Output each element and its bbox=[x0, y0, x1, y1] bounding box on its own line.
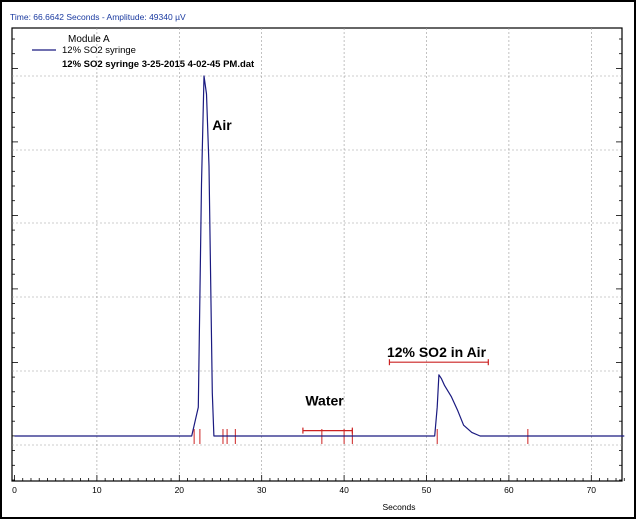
legend-series-label: 12% SO2 syringe bbox=[62, 45, 136, 56]
series-line-0 bbox=[14, 75, 625, 437]
x-tick-label: 40 bbox=[339, 485, 349, 495]
annotation-2: 12% SO2 in Air bbox=[387, 344, 487, 360]
status-readout: Time: 66.6642 Seconds - Amplitude: 49340… bbox=[10, 12, 186, 22]
x-tick-label: 60 bbox=[504, 485, 514, 495]
plot-area[interactable] bbox=[11, 27, 623, 482]
x-tick-label: 10 bbox=[92, 485, 102, 495]
series-group bbox=[14, 75, 625, 437]
legend: Module A 12% SO2 syringe 12% SO2 syringe… bbox=[32, 34, 255, 70]
y-axis-ticks bbox=[12, 38, 622, 481]
x-tick-label: 50 bbox=[422, 485, 432, 495]
annotation-1: Water bbox=[305, 392, 344, 408]
x-axis: 0 10 20 30 40 50 60 70 bbox=[12, 475, 625, 495]
x-tick-label: 20 bbox=[175, 485, 185, 495]
integration-ranges bbox=[302, 359, 489, 434]
annotations: Air Water 12% SO2 in Air bbox=[212, 117, 486, 408]
x-tick-label: 30 bbox=[257, 485, 267, 495]
x-axis-label: Seconds bbox=[382, 502, 415, 512]
legend-module: Module A bbox=[68, 34, 110, 45]
legend-file-label: 12% SO2 syringe 3-25-2015 4-02-45 PM.dat bbox=[62, 59, 255, 70]
annotation-0: Air bbox=[212, 117, 232, 133]
x-tick-label: 0 bbox=[12, 485, 17, 495]
x-tick-label: 70 bbox=[587, 485, 597, 495]
grid-lines bbox=[12, 28, 622, 481]
